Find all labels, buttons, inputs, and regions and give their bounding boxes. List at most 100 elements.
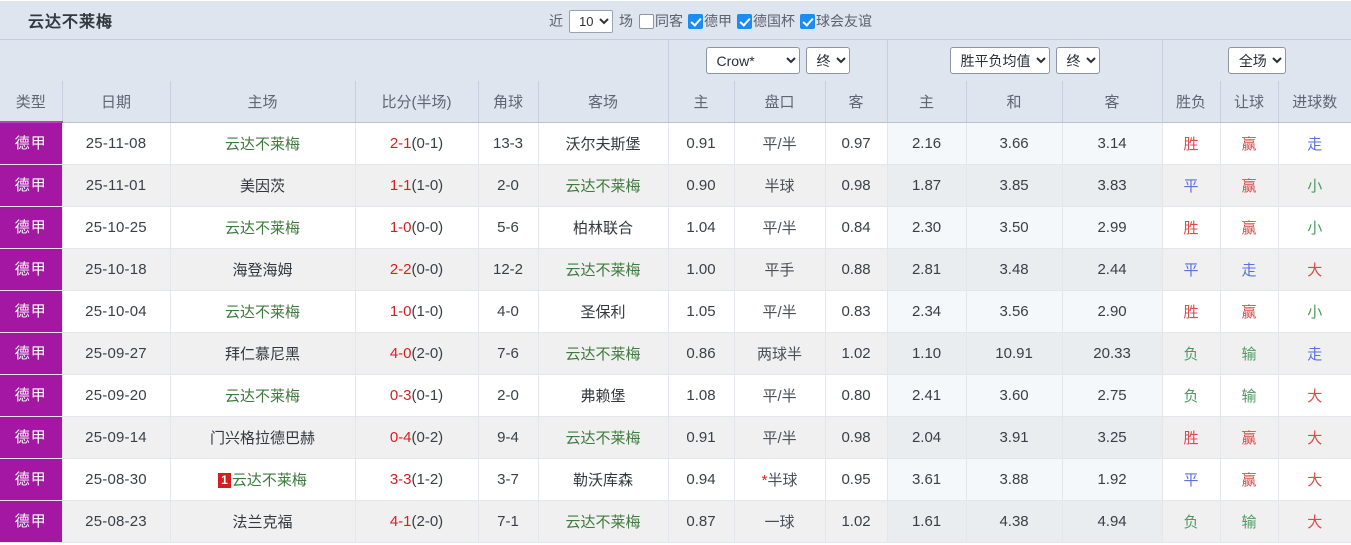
cell-away-team[interactable]: 云达不莱梅 (537, 248, 669, 291)
cell-home-team[interactable]: 美因茨 (169, 164, 355, 207)
halftime-score: (0-1) (411, 387, 444, 404)
cell-home-team[interactable]: 1 云达不莱梅 (169, 458, 355, 501)
fulltime-score: 4-0 (389, 345, 412, 362)
odds-home: 1.61 (911, 513, 942, 530)
handicap-away-odds: 0.98 (841, 177, 871, 194)
cell-score[interactable]: 0-4(0-2) (354, 416, 478, 459)
match-date: 25-09-20 (85, 387, 147, 404)
table-row[interactable]: 德甲 25-09-27 拜仁慕尼黑 4-0(2-0) 7-6 云达不莱梅 0.86 两球半 1.… (0, 332, 1351, 375)
match-date: 25-09-27 (85, 345, 147, 362)
col-header-date[interactable]: 日期 (61, 81, 170, 123)
cell-result-handicap: 走 (1219, 248, 1279, 291)
table-row[interactable]: 德甲 25-08-23 法兰克福 4-1(2-0) 7-1 云达不莱梅 0.87 一球 1.02… (0, 500, 1351, 543)
cell-score[interactable]: 0-3(0-1) (354, 374, 478, 417)
cell-home-team[interactable]: 云达不莱梅 (169, 290, 355, 333)
fulltime-score: 2-1 (389, 134, 412, 152)
result-goals: 大 (1307, 388, 1323, 405)
cell-result-handicap: 赢 (1219, 290, 1279, 333)
cell-odds-home: 2.30 (886, 206, 967, 249)
competition-filter-2[interactable]: 球会友谊 (800, 11, 875, 31)
away-team-name: 云达不莱梅 (565, 262, 641, 279)
col-header-handicap-away[interactable]: 客 (824, 81, 888, 123)
cell-away-team[interactable]: 云达不莱梅 (537, 500, 669, 543)
home-team-name: 云达不莱梅 (231, 472, 307, 489)
cell-score[interactable]: 1-0(0-0) (354, 206, 478, 249)
fulltime-score: 1-0 (389, 219, 412, 236)
cell-away-team[interactable]: 圣保利 (537, 290, 669, 333)
cell-result-winloss: 平 (1161, 248, 1221, 291)
cell-score[interactable]: 4-1(2-0) (354, 500, 478, 543)
col-header-result-handicap[interactable]: 让球 (1219, 81, 1279, 123)
cell-home-team[interactable]: 门兴格拉德巴赫 (169, 416, 355, 459)
table-row[interactable]: 德甲 25-09-20 云达不莱梅 0-3(0-1) 2-0 弗赖堡 1.08 平/半 0.80… (0, 374, 1351, 417)
col-header-result-wl[interactable]: 胜负 (1161, 81, 1221, 123)
competition-checkbox-1[interactable] (737, 13, 752, 29)
table-row[interactable]: 德甲 25-08-30 1 云达不莱梅 3-3(1-2) 3-7 勒沃库森 0.94 *半球 0.… (0, 458, 1351, 501)
fulltime-score: 4-1 (389, 513, 412, 530)
cell-result-goals: 大 (1277, 416, 1351, 459)
result-handicap: 赢 (1241, 220, 1257, 237)
col-header-handicap-line[interactable]: 盘口 (733, 81, 826, 123)
cell-away-team[interactable]: 勒沃库森 (537, 458, 669, 501)
col-header-result-goals[interactable]: 进球数 (1277, 81, 1351, 123)
table-row[interactable]: 德甲 25-11-08 云达不莱梅 2-1(0-1) 13-3 沃尔夫斯堡 0.91 平/半 0… (0, 122, 1351, 165)
bookmaker-select[interactable]: Crow*Bet365Macauslot (705, 47, 800, 74)
cell-odds-home: 2.41 (886, 374, 967, 417)
cell-handicap-home-odds: 0.91 (667, 416, 735, 459)
col-header-odds-draw[interactable]: 和 (965, 81, 1063, 123)
same-venue-checkbox[interactable] (639, 13, 654, 29)
col-header-odds-home[interactable]: 主 (886, 81, 967, 123)
table-row[interactable]: 德甲 25-10-04 云达不莱梅 1-0(1-0) 4-0 圣保利 1.05 平/半 0.83… (0, 290, 1351, 333)
competition-filter-0[interactable]: 德甲 (688, 11, 735, 31)
col-header-away[interactable]: 客场 (537, 81, 669, 123)
cell-home-team[interactable]: 海登海姆 (169, 248, 355, 291)
match-count-select[interactable]: 6102030 (569, 9, 613, 33)
cell-home-team[interactable]: 法兰克福 (169, 500, 355, 543)
competition-checkbox-0[interactable] (688, 13, 703, 29)
cell-competition-type: 德甲 (0, 164, 62, 207)
cell-score[interactable]: 4-0(2-0) (354, 332, 478, 375)
col-header-score[interactable]: 比分(半场) (354, 81, 478, 123)
cell-away-team[interactable]: 弗赖堡 (537, 374, 669, 417)
cell-date: 25-10-18 (61, 248, 170, 291)
odds-away: 2.44 (1097, 261, 1127, 278)
cell-away-team[interactable]: 沃尔夫斯堡 (537, 122, 669, 165)
cell-away-team[interactable]: 柏林联合 (537, 206, 669, 249)
handicap-phase-select[interactable]: 初终 (805, 47, 850, 74)
cell-home-team[interactable]: 云达不莱梅 (169, 374, 355, 417)
col-header-type[interactable]: 类型 (0, 81, 62, 123)
cell-score[interactable]: 2-2(0-0) (354, 248, 478, 291)
match-date: 25-10-04 (85, 303, 147, 320)
cell-away-team[interactable]: 云达不莱梅 (537, 332, 669, 375)
scope-select[interactable]: 全场半场 (1227, 47, 1286, 74)
cell-score[interactable]: 1-1(1-0) (354, 164, 478, 207)
result-winloss: 胜 (1183, 304, 1199, 321)
odds-phase-select[interactable]: 初终 (1055, 47, 1100, 74)
cell-score[interactable]: 1-0(1-0) (354, 290, 478, 333)
cell-handicap-away-odds: 0.88 (824, 248, 888, 291)
same-venue-checkbox-wrap[interactable]: 同客 (639, 11, 686, 31)
handicap-line: 平/半 (762, 430, 797, 447)
table-row[interactable]: 德甲 25-10-18 海登海姆 2-2(0-0) 12-2 云达不莱梅 1.00 平手 0.8… (0, 248, 1351, 291)
col-header-home[interactable]: 主场 (169, 81, 355, 123)
cell-away-team[interactable]: 云达不莱梅 (537, 164, 669, 207)
halftime-score: (2-0) (411, 345, 444, 362)
col-header-corner[interactable]: 角球 (477, 81, 538, 123)
competition-checkbox-2[interactable] (800, 13, 815, 29)
handicap-home-odds: 0.91 (686, 429, 716, 446)
col-header-handicap-home[interactable]: 主 (667, 81, 735, 123)
table-row[interactable]: 德甲 25-09-14 门兴格拉德巴赫 0-4(0-2) 9-4 云达不莱梅 0.91 平/半… (0, 416, 1351, 459)
col-header-odds-away[interactable]: 客 (1061, 81, 1163, 123)
odds-type-select[interactable]: 胜平负均值胜平负 (949, 47, 1050, 74)
cell-competition-type: 德甲 (0, 458, 62, 501)
table-row[interactable]: 德甲 25-10-25 云达不莱梅 1-0(0-0) 5-6 柏林联合 1.04 平/半 0.8… (0, 206, 1351, 249)
cell-score[interactable]: 2-1(0-1) (354, 122, 478, 165)
cell-home-team[interactable]: 拜仁慕尼黑 (169, 332, 355, 375)
cell-score[interactable]: 3-3(1-2) (354, 458, 478, 501)
odds-away: 4.94 (1097, 513, 1127, 530)
cell-home-team[interactable]: 云达不莱梅 (169, 122, 355, 165)
cell-away-team[interactable]: 云达不莱梅 (537, 416, 669, 459)
table-row[interactable]: 德甲 25-11-01 美因茨 1-1(1-0) 2-0 云达不莱梅 0.90 半球 0.98 1… (0, 164, 1351, 207)
competition-filter-1[interactable]: 德国杯 (737, 11, 798, 31)
cell-home-team[interactable]: 云达不莱梅 (169, 206, 355, 249)
